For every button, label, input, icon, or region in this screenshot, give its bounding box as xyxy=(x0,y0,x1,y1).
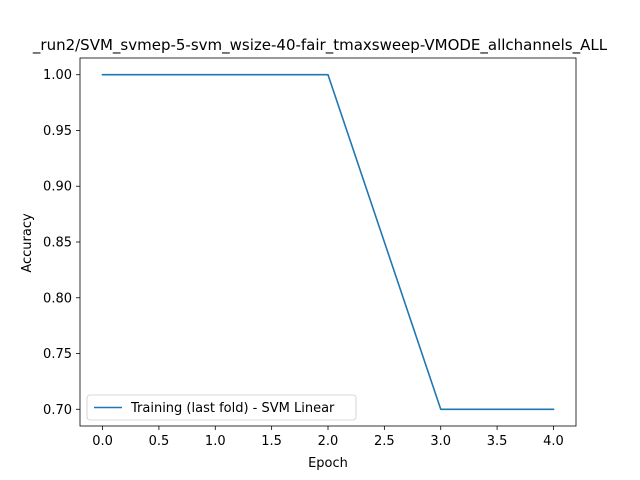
plot-area: 0.0 0.5 1.0 1.5 2.0 2.5 3.0 3.5 4.0 0.70 0.75 0.80 0… xyxy=(43,57,577,449)
y-tick-label: 1.00 xyxy=(43,68,72,83)
legend: Training (last fold) - SVM Linear xyxy=(86,394,357,421)
y-tick-label: 0.90 xyxy=(43,180,72,195)
x-tick-label: 2.0 xyxy=(318,434,339,449)
x-tick-label: 3.0 xyxy=(430,434,451,449)
y-tick-label: 0.85 xyxy=(43,236,72,251)
legend-entry-0: Training (last fold) - SVM Linear xyxy=(130,401,335,416)
x-tick-label: 0.5 xyxy=(149,434,170,449)
legend-box xyxy=(86,394,357,421)
y-tick-label: 0.95 xyxy=(43,124,72,139)
x-axis-label: Epoch xyxy=(308,456,348,471)
axes-frame xyxy=(79,57,577,427)
x-tick-label: 4.0 xyxy=(543,434,564,449)
x-tick-label: 1.5 xyxy=(261,434,282,449)
y-axis-label: Accuracy xyxy=(20,213,35,273)
x-tick-label: 0.0 xyxy=(92,434,113,449)
x-tick-label: 2.5 xyxy=(374,434,395,449)
y-tick-label: 0.80 xyxy=(43,291,72,306)
chart-title: _run2/SVM_svmep-5-svm_wsize-40-fair_tmax… xyxy=(32,36,608,55)
x-tick-label: 3.5 xyxy=(487,434,508,449)
y-tick-label: 0.70 xyxy=(43,403,72,418)
series-line-0 xyxy=(101,73,555,411)
y-tick-label: 0.75 xyxy=(43,347,72,362)
x-tick-label: 1.0 xyxy=(205,434,226,449)
